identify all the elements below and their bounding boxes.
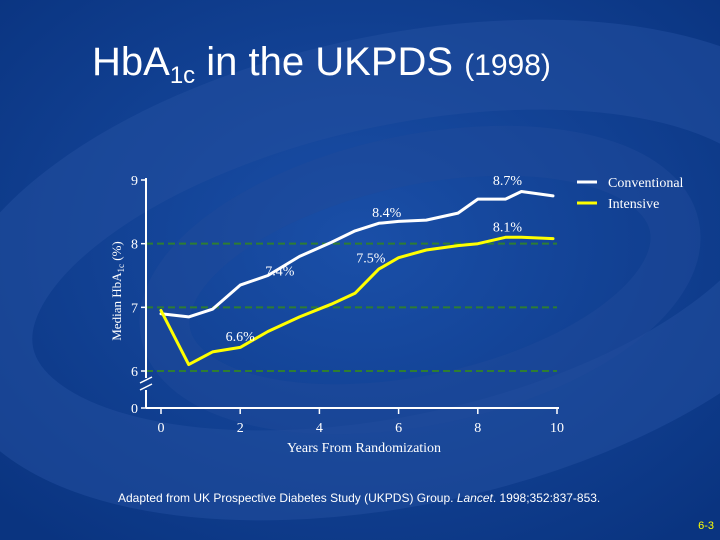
data-label: 6.6%: [226, 330, 256, 345]
x-tick-label: 4: [316, 421, 323, 436]
title-main: HbA: [92, 40, 170, 84]
data-label: 8.4%: [372, 206, 402, 221]
y-tick-label: 0: [131, 402, 138, 417]
axis-break-mark: [139, 383, 153, 391]
chart-series: [159, 190, 555, 367]
source-suffix: . 1998;352:837-853.: [492, 491, 601, 505]
data-label: 7.5%: [356, 252, 386, 267]
title-subscript: 1c: [169, 62, 196, 89]
y-axis-label: Median HbA1c (%): [109, 241, 126, 341]
x-tick-label: 10: [550, 421, 564, 436]
series-line-intensive: [159, 235, 555, 367]
title-rest: in the UKPDS: [195, 40, 465, 84]
y-tick-label: 7: [131, 301, 138, 316]
data-label: 7.4%: [265, 264, 295, 279]
chart-axes: [139, 178, 559, 409]
x-tick-label: 8: [474, 421, 481, 436]
source-citation: Adapted from UK Prospective Diabetes Stu…: [118, 491, 600, 505]
x-tick-label: 0: [158, 421, 165, 436]
chart-annotations: 8.7% 8.4% 8.1% 7.5% 7.4% 6.6%: [226, 174, 523, 345]
y-axis-label-main: Median HbA: [109, 272, 124, 341]
source-journal: Lancet: [456, 491, 493, 505]
legend-label: Conventional: [608, 176, 684, 191]
x-axis-label: Years From Randomization: [287, 441, 441, 456]
data-label: 8.7%: [493, 174, 523, 189]
y-axis-label-sub: 1c: [116, 264, 126, 273]
y-tick-label: 6: [131, 365, 138, 380]
y-tick-label: 8: [131, 238, 138, 253]
axis-break-mark: [139, 376, 153, 384]
x-tick-label: 6: [395, 421, 402, 436]
axis-ticks: 0 2 4 6 8 10 9 8 7 6 0: [131, 174, 564, 436]
source-prefix: Adapted from UK Prospective Diabetes Stu…: [118, 491, 457, 505]
title-year: (1998): [464, 49, 551, 82]
series-line-conventional: [159, 190, 555, 319]
page-title: HbA1c in the UKPDS (1998): [92, 40, 551, 90]
legend-label: Intensive: [608, 197, 659, 212]
slide-number: 6-3: [698, 520, 714, 532]
y-axis-label-unit: (%): [109, 241, 124, 264]
reference-lines: [146, 242, 557, 372]
y-tick-label: 9: [131, 174, 138, 189]
chart-legend: Conventional Intensive: [577, 176, 684, 212]
data-label: 8.1%: [493, 220, 523, 235]
x-tick-label: 2: [237, 421, 244, 436]
